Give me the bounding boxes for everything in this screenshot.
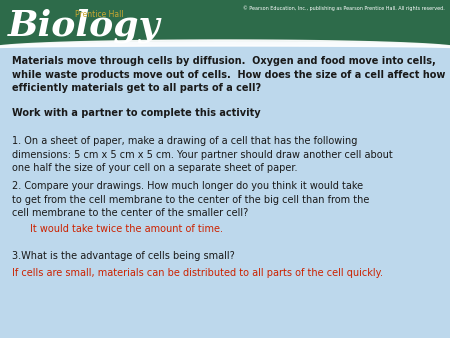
Text: © Pearson Education, Inc., publishing as Pearson Prentice Hall. All rights reser: © Pearson Education, Inc., publishing as… [243,5,445,10]
Text: Prentice Hall: Prentice Hall [75,10,124,19]
Text: Work with a partner to complete this activity: Work with a partner to complete this act… [12,108,261,118]
Text: Biology: Biology [8,9,161,43]
Bar [0,0,450,48]
Text: 1. On a sheet of paper, make a drawing of a cell that has the following
dimensio: 1. On a sheet of paper, make a drawing o… [12,136,393,173]
Text: 3.What is the advantage of cells being small?: 3.What is the advantage of cells being s… [12,251,235,261]
Text: If cells are small, materials can be distributed to all parts of the cell quickl: If cells are small, materials can be dis… [12,268,383,278]
Text: It would take twice the amount of time.: It would take twice the amount of time. [30,224,223,234]
Text: 2. Compare your drawings. How much longer do you think it would take
to get from: 2. Compare your drawings. How much longe… [12,181,369,218]
Text: Materials move through cells by diffusion.  Oxygen and food move into cells,
whi: Materials move through cells by diffusio… [12,56,445,93]
